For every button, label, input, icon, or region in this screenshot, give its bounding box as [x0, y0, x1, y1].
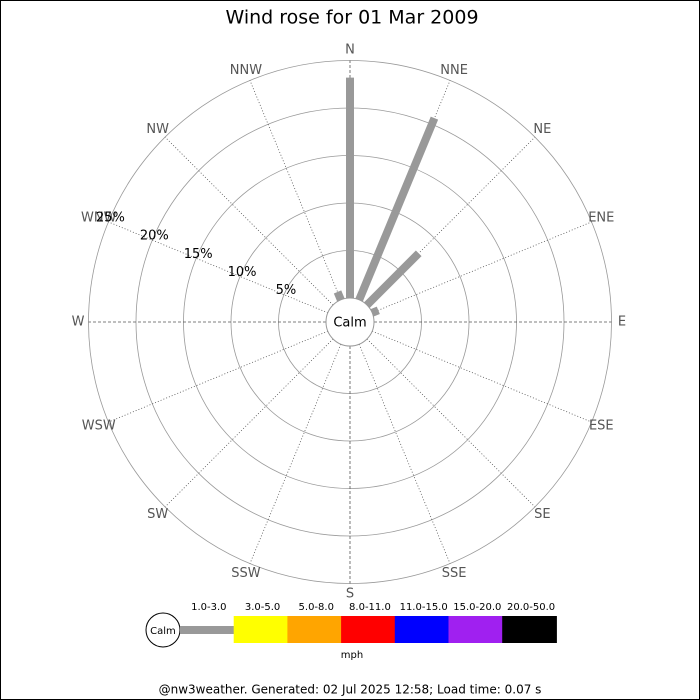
legend-label: 20.0-50.0 — [507, 602, 555, 613]
direction-label: S — [346, 587, 354, 602]
legend-swatch — [448, 616, 504, 643]
direction-label: SE — [534, 507, 550, 522]
r-tick-label: 10% — [228, 265, 257, 280]
direction-label: NNW — [230, 63, 262, 78]
direction-label: E — [618, 315, 626, 330]
wind-bar — [370, 306, 380, 317]
direction-label: ESE — [589, 419, 614, 434]
spoke — [249, 80, 342, 300]
legend-label: 1.0-3.0 — [191, 602, 226, 613]
legend-label: 11.0-15.0 — [400, 602, 448, 613]
wind-bar — [333, 290, 345, 302]
legend-swatch — [502, 616, 557, 643]
direction-label: SW — [147, 507, 168, 522]
legend-swatch — [287, 616, 343, 643]
spoke — [108, 330, 328, 423]
legend-label: 3.0-5.0 — [245, 602, 280, 613]
wind-bar — [355, 116, 439, 302]
direction-label: NE — [533, 122, 551, 137]
spoke — [164, 338, 334, 508]
spoke — [108, 221, 328, 314]
legend-swatch — [341, 616, 396, 643]
direction-label: WNW — [81, 210, 117, 225]
direction-label: SSW — [231, 566, 261, 581]
wind-bar — [364, 250, 422, 308]
spoke — [372, 221, 592, 314]
r-tick-label: 5% — [276, 283, 297, 298]
legend-swatch — [180, 626, 235, 634]
direction-label: SSE — [442, 566, 467, 581]
legend-swatch — [233, 616, 289, 643]
footer: @nw3weather. Generated: 02 Jul 2025 12:5… — [159, 683, 542, 697]
direction-label: NNE — [440, 63, 468, 78]
spoke — [164, 136, 334, 306]
spoke — [249, 344, 342, 564]
r-tick-label: 25% — [96, 210, 125, 225]
spoke — [366, 338, 536, 508]
legend-swatch — [394, 616, 450, 643]
legend-label: 15.0-20.0 — [453, 602, 501, 613]
legend-label: 5.0-8.0 — [299, 602, 334, 613]
calm-label: Calm — [333, 316, 366, 331]
direction-label: NW — [146, 122, 169, 137]
legend-unit: mph — [341, 650, 363, 661]
r-tick-label: 15% — [184, 247, 213, 262]
direction-label: ENE — [588, 210, 614, 225]
spoke — [372, 330, 592, 423]
direction-label: N — [345, 43, 355, 58]
legend-label: 8.0-11.0 — [349, 602, 391, 613]
direction-label: WSW — [82, 419, 116, 434]
r-tick-label: 20% — [140, 229, 169, 244]
direction-label: W — [72, 315, 85, 330]
calm-circle — [325, 297, 375, 347]
spoke — [358, 344, 451, 564]
chart-title: Wind rose for 01 Mar 2009 — [225, 7, 478, 29]
legend-calm-label: Calm — [150, 626, 176, 637]
